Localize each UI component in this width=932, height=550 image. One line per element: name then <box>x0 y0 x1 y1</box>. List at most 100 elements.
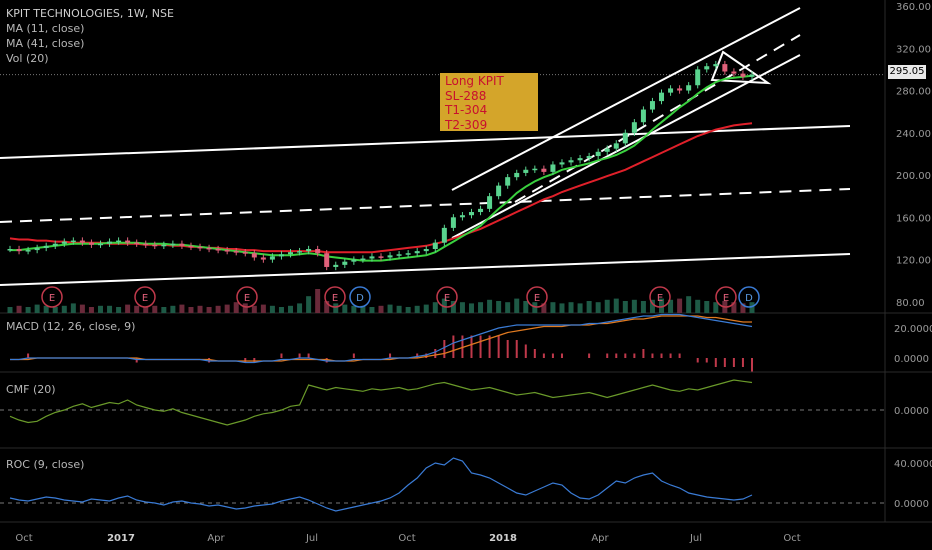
volume-bar <box>61 305 67 313</box>
candle-body <box>351 259 357 262</box>
candle-body <box>731 71 737 74</box>
candle-body <box>134 242 140 245</box>
macd-histogram-bar <box>732 358 735 367</box>
macd-tick-label: 0.0000 <box>894 354 929 365</box>
candle-body <box>79 240 85 243</box>
candle-body <box>487 196 493 209</box>
macd-histogram-bar <box>461 335 464 358</box>
volume-bar <box>459 302 465 313</box>
macd-histogram-bar <box>624 353 627 358</box>
legend-volume[interactable]: Vol (20) <box>6 52 49 65</box>
earnings-marker-label: E <box>49 293 55 304</box>
volume-bar <box>16 305 22 313</box>
volume-bar <box>188 307 194 313</box>
candle-body <box>7 249 13 251</box>
x-tick-label: Jul <box>305 533 318 544</box>
volume-bar <box>360 305 366 313</box>
volume-bar <box>695 299 701 313</box>
dividend-marker-label: D <box>745 293 753 304</box>
legend-ma11[interactable]: MA (11, close) <box>6 22 85 35</box>
note-line: Long KPIT <box>445 74 504 88</box>
macd-histogram-bar <box>542 353 545 358</box>
macd-tick-label: 20.0000 <box>894 324 932 335</box>
macd-histogram-bar <box>633 353 636 358</box>
volume-bar <box>306 296 312 313</box>
price-tick-label: 120.00 <box>896 256 931 267</box>
macd-histogram-bar <box>669 353 672 358</box>
price-tick-label: 200.00 <box>896 171 931 182</box>
earnings-marker-label: E <box>444 293 450 304</box>
candle-body <box>550 164 556 172</box>
earnings-marker <box>649 286 671 308</box>
volume-bar <box>441 298 447 313</box>
macd-histogram-bar <box>660 353 663 358</box>
macd-histogram-bar <box>497 335 500 358</box>
volume-bar <box>170 305 176 313</box>
volume-bar <box>731 302 737 313</box>
macd-histogram-bar <box>615 353 618 358</box>
macd-histogram-bar <box>280 353 283 358</box>
candle-body <box>640 109 646 123</box>
candle-body <box>686 85 692 91</box>
candle-body <box>206 247 212 250</box>
volume-bar <box>342 304 348 313</box>
volume-bar <box>206 307 212 313</box>
roc-tick-label: 0.0000 <box>894 499 929 510</box>
candle-body <box>378 256 384 258</box>
volume-bar <box>378 305 384 313</box>
candle-body <box>306 249 312 252</box>
x-tick-label: Oct <box>783 533 800 544</box>
candle-body <box>197 246 203 249</box>
volume-bar <box>568 302 574 313</box>
candle-body <box>315 249 321 254</box>
roc-tick-label: 40.0000 <box>894 459 932 470</box>
triangle-pattern <box>710 50 772 85</box>
candle-body <box>668 88 674 93</box>
volume-bar <box>161 307 167 313</box>
macd-histogram-bar <box>651 353 654 358</box>
trade-note[interactable]: Long KPIT SL-288 T1-304 T2-309 <box>440 73 538 132</box>
volume-bar <box>640 301 646 313</box>
candle-body <box>505 177 511 186</box>
macd-histogram-bar <box>714 358 717 367</box>
volume-bar <box>143 307 149 313</box>
macd-label[interactable]: MACD (12, 26, close, 9) <box>6 320 136 333</box>
macd-histogram-bar <box>325 358 328 363</box>
candle-body <box>107 241 113 244</box>
candle-body <box>659 92 665 102</box>
candle-body <box>215 249 221 251</box>
candle-body <box>749 74 755 77</box>
macd-histogram-bar <box>741 358 744 367</box>
roc-line <box>9 457 753 512</box>
candle-body <box>496 185 502 197</box>
candle-body <box>604 148 610 152</box>
channel-upper <box>451 7 801 191</box>
earnings-marker <box>236 286 258 308</box>
x-tick-label: 2018 <box>489 533 517 544</box>
macd-histogram-bar <box>751 358 753 372</box>
ma11-line <box>10 74 753 262</box>
price-tick-label: 280.00 <box>896 87 931 98</box>
candle-body <box>695 69 701 86</box>
legend-ma41[interactable]: MA (41, close) <box>6 37 85 50</box>
macd-histogram-bar <box>606 353 609 358</box>
volume-bar <box>423 304 429 313</box>
resistance-trendline <box>0 125 851 159</box>
roc-label[interactable]: ROC (9, close) <box>6 458 85 471</box>
macd-line <box>10 313 753 364</box>
volume-bar <box>649 299 655 313</box>
cmf-label[interactable]: CMF (20) <box>6 383 56 396</box>
macd-histogram-bar <box>135 358 138 363</box>
candle-body <box>224 250 230 252</box>
candle-body <box>369 256 375 259</box>
price-tick-label: 80.00 <box>896 298 925 309</box>
candle-body <box>333 264 339 267</box>
macd-histogram-bar <box>425 353 428 358</box>
volume-bar <box>713 302 719 313</box>
earnings-marker-label: E <box>142 293 148 304</box>
candle-body <box>713 64 719 67</box>
candle-body <box>677 88 683 91</box>
macd-histogram-bar <box>642 349 645 358</box>
